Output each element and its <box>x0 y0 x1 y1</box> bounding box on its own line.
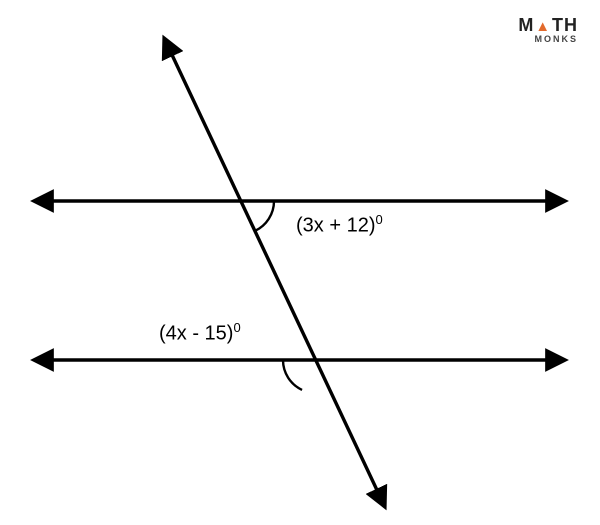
angle-expr-top: (3x + 12) <box>296 215 375 237</box>
line-transversal <box>165 40 384 505</box>
angle-label-bottom: (4x - 15)0 <box>159 320 241 346</box>
angle-expr-bottom: (4x - 15) <box>159 323 233 345</box>
angle-label-top: (3x + 12)0 <box>296 212 383 238</box>
diagram-canvas: M ▲ TH MONKS (3x + 12)0 (4x - 15)0 <box>0 0 600 525</box>
geometry-svg <box>0 0 600 525</box>
arc-top <box>255 201 274 231</box>
lines-group <box>36 40 563 505</box>
angle-degree-bottom: 0 <box>233 320 240 335</box>
angle-degree-top: 0 <box>375 212 382 227</box>
arc-bottom <box>283 360 302 390</box>
